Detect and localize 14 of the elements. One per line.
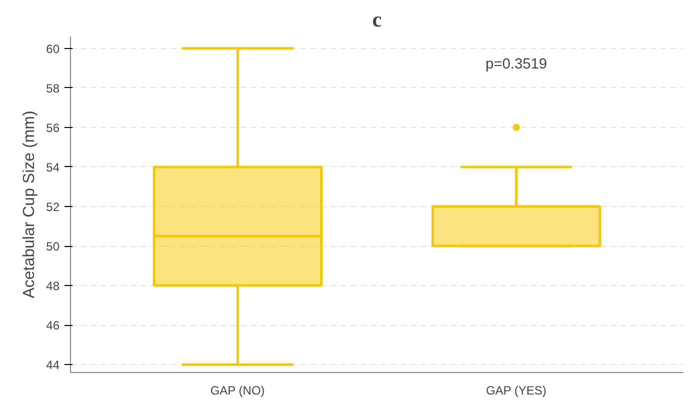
chart-title: c	[372, 8, 382, 32]
y-tick-label: 52	[46, 200, 60, 214]
y-tick-label: 48	[46, 279, 60, 294]
y-tick-label: 58	[46, 81, 60, 96]
y-tick-label: 44	[46, 358, 60, 372]
x-tick-label: GAP (YES)	[486, 384, 546, 398]
x-tick-label: GAP (NO)	[210, 384, 265, 398]
y-tick-label: 46	[46, 318, 60, 333]
y-tick-label: 56	[46, 120, 60, 135]
annotation: p=0.3519	[486, 56, 548, 72]
y-tick-label: 54	[46, 160, 60, 174]
y-tick-label: 50	[46, 240, 60, 254]
y-axis-title: Acetabular Cup Size (mm)	[21, 110, 38, 298]
y-tick-label: 60	[46, 42, 60, 56]
